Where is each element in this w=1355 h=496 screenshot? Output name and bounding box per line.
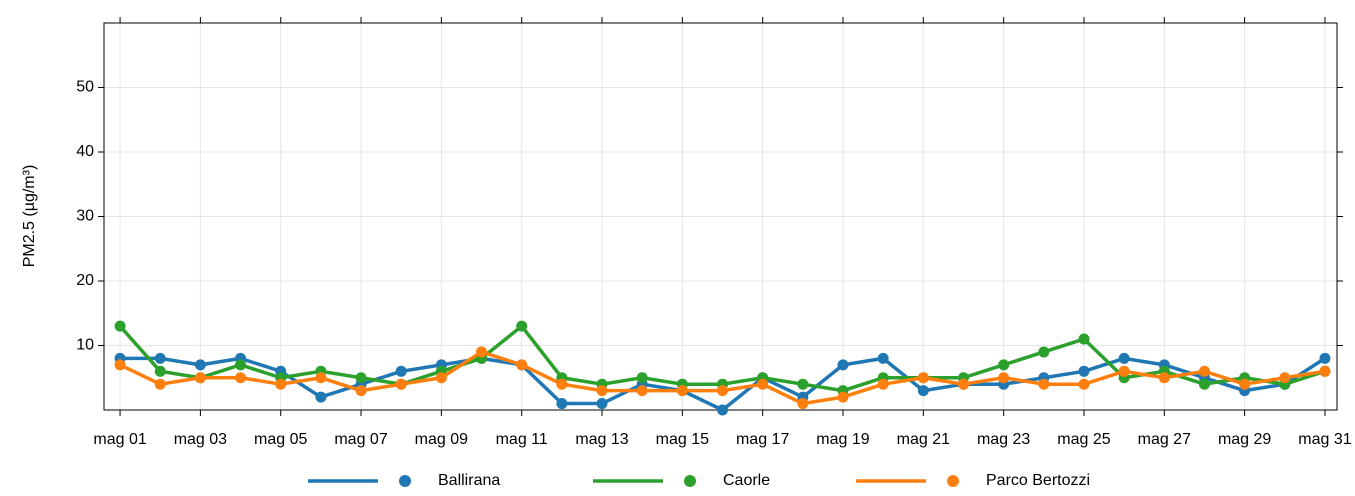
data-point (235, 372, 247, 384)
y-axis-label: PM2.5 (µg/m³) (21, 165, 38, 268)
data-point (355, 385, 367, 397)
data-point (1158, 372, 1170, 384)
data-point (516, 320, 528, 332)
x-tick-label: mag 23 (977, 431, 1030, 448)
data-point (194, 372, 206, 384)
y-tick-label: 30 (76, 208, 94, 225)
x-tick-label: mag 07 (334, 431, 387, 448)
y-tick-label: 50 (76, 79, 94, 96)
data-point (435, 372, 447, 384)
data-point (556, 378, 568, 390)
data-point (1078, 333, 1090, 345)
data-point (154, 352, 166, 364)
data-point (1038, 346, 1050, 358)
data-point (797, 398, 809, 410)
x-tick-label: mag 31 (1298, 431, 1351, 448)
data-point (917, 372, 929, 384)
y-tick-label: 40 (76, 143, 94, 160)
x-tick-label: mag 27 (1138, 431, 1191, 448)
data-point (596, 385, 608, 397)
data-point (275, 378, 287, 390)
data-point (1319, 352, 1331, 364)
data-point (114, 359, 126, 371)
data-point (1198, 378, 1210, 390)
legend-marker (684, 475, 696, 487)
x-tick-label: mag 17 (736, 431, 789, 448)
data-point (636, 372, 648, 384)
data-point (676, 385, 688, 397)
x-tick-label: mag 03 (174, 431, 227, 448)
x-tick-label: mag 01 (93, 431, 146, 448)
data-point (837, 359, 849, 371)
data-point (235, 359, 247, 371)
legend-marker (947, 475, 959, 487)
data-point (476, 346, 488, 358)
data-point (1198, 365, 1210, 377)
legend-label: Caorle (723, 472, 770, 489)
x-tick-label: mag 29 (1218, 431, 1271, 448)
legend-label: Parco Bertozzi (986, 472, 1090, 489)
data-point (315, 391, 327, 403)
data-point (917, 385, 929, 397)
data-point (877, 352, 889, 364)
x-tick-label: mag 09 (415, 431, 468, 448)
data-point (516, 359, 528, 371)
data-point (998, 372, 1010, 384)
data-point (1279, 372, 1291, 384)
data-point (717, 404, 729, 416)
x-tick-label: mag 25 (1057, 431, 1110, 448)
data-point (1118, 365, 1130, 377)
data-point (315, 372, 327, 384)
data-point (636, 385, 648, 397)
data-point (1038, 378, 1050, 390)
data-point (395, 365, 407, 377)
x-tick-label: mag 15 (656, 431, 709, 448)
data-point (1239, 378, 1251, 390)
x-tick-label: mag 13 (575, 431, 628, 448)
x-tick-label: mag 05 (254, 431, 307, 448)
data-point (395, 378, 407, 390)
x-tick-label: mag 11 (496, 431, 548, 448)
data-point (154, 365, 166, 377)
data-point (1078, 378, 1090, 390)
data-point (114, 320, 126, 332)
y-tick-label: 10 (76, 337, 94, 354)
data-point (757, 378, 769, 390)
data-point (1078, 365, 1090, 377)
data-point (194, 359, 206, 371)
data-point (1118, 352, 1130, 364)
legend-marker (399, 475, 411, 487)
data-point (1319, 365, 1331, 377)
data-point (596, 398, 608, 410)
data-point (556, 398, 568, 410)
data-point (837, 391, 849, 403)
data-point (355, 372, 367, 384)
data-point (957, 378, 969, 390)
data-point (797, 378, 809, 390)
x-tick-label: mag 21 (897, 431, 950, 448)
data-point (998, 359, 1010, 371)
legend-label: Ballirana (438, 472, 500, 489)
y-tick-label: 20 (76, 272, 94, 289)
x-tick-label: mag 19 (816, 431, 869, 448)
data-point (877, 378, 889, 390)
data-point (717, 385, 729, 397)
data-point (154, 378, 166, 390)
